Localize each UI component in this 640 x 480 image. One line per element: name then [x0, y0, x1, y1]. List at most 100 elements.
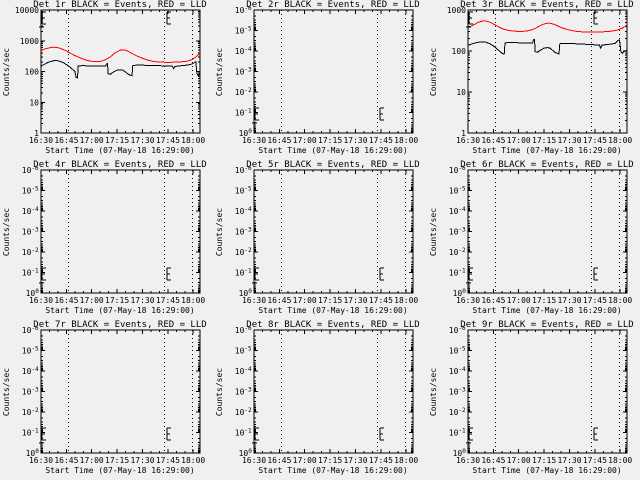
- panel-title: Det 5r BLACK = Events, RED = LLD: [246, 160, 419, 170]
- x-tick-label: 17:00: [293, 136, 317, 145]
- y-tick-label: 10-6: [449, 165, 466, 175]
- offscale-spike-marker: [252, 267, 259, 284]
- plot-frame: [253, 169, 414, 294]
- offscale-spike-marker: [39, 267, 46, 284]
- offscale-spike-marker: [252, 107, 259, 124]
- x-tick-label: 17:45: [583, 456, 607, 465]
- x-tick-label: 16:30: [456, 296, 480, 305]
- y-tick-label: 100: [453, 288, 467, 298]
- y-tick-label: 10-1: [449, 428, 466, 438]
- offscale-spike-marker: [466, 267, 473, 284]
- x-tick-label: 17:45: [156, 296, 180, 305]
- x-tick-label: 17:00: [507, 296, 531, 305]
- x-tick-label: 17:30: [343, 136, 367, 145]
- series-lld: [467, 20, 628, 33]
- x-tick-label: 17:30: [557, 456, 581, 465]
- y-tick-label: 1000: [20, 37, 39, 46]
- plot-det-3r: 16:30 16:45 17:00 17:15 17:30 17:45 18:00 1000 1…: [429, 0, 634, 155]
- x-tick-label: 17:15: [318, 296, 342, 305]
- x-tick-label: 18:00: [608, 296, 632, 305]
- x-tick-label: 17:00: [80, 296, 104, 305]
- y-tick-label: 10-2: [22, 407, 39, 417]
- y-tick-label: 100: [239, 288, 253, 298]
- y-tick-label: 10-6: [235, 325, 252, 335]
- y-tick-label: 100: [239, 128, 253, 138]
- x-tick-label: 16:45: [267, 136, 291, 145]
- panel-det-4r: 16:30 16:45 17:00 17:15 17:30 17:45 18:00 10-6 1…: [0, 160, 214, 320]
- x-axis-label: Start Time (07-May-18 16:29:00): [45, 146, 194, 155]
- x-tick-label: 17:00: [80, 136, 104, 145]
- panel-det-1r: 16:30 16:45 17:00 17:15 17:30 17:45 18:00 10000…: [0, 0, 214, 160]
- panel-det-5r: 16:30 16:45 17:00 17:15 17:30 17:45 18:00 10-6 1…: [213, 160, 427, 320]
- panel-title: Det 3r BLACK = Events, RED = LLD: [460, 0, 633, 10]
- offscale-spike-marker: [166, 11, 171, 25]
- x-tick-label: 18:00: [181, 136, 205, 145]
- x-tick-label: 17:15: [532, 136, 556, 145]
- x-axis-label: Start Time (07-May-18 16:29:00): [472, 146, 621, 155]
- y-tick-label: 10-1: [22, 428, 39, 438]
- y-tick-label: 10-6: [22, 325, 39, 335]
- y-tick-label: 10-5: [235, 186, 252, 196]
- y-tick-label: 10-2: [235, 247, 252, 257]
- x-tick-label: 16:30: [29, 136, 53, 145]
- panel-det-8r: 16:30 16:45 17:00 17:15 17:30 17:45 18:00 10-6 1…: [213, 320, 427, 480]
- y-tick-label: 10-1: [235, 268, 252, 278]
- y-tick-label: 100: [239, 448, 253, 458]
- x-tick-label: 17:45: [583, 136, 607, 145]
- y-tick-label: 10-6: [235, 165, 252, 175]
- y-tick-label: 10-1: [235, 428, 252, 438]
- y-tick-label: 10-3: [235, 387, 252, 397]
- x-tick-label: 17:15: [105, 456, 129, 465]
- x-tick-label: 16:30: [242, 136, 266, 145]
- series-events: [40, 59, 201, 79]
- y-tick-label: 1: [34, 129, 39, 138]
- x-tick-label: 17:45: [369, 136, 393, 145]
- x-tick-label: 17:15: [105, 136, 129, 145]
- y-tick-label: 10-4: [235, 366, 252, 376]
- y-tick-label: 10-4: [449, 366, 466, 376]
- panel-title: Det 4r BLACK = Events, RED = LLD: [33, 160, 206, 170]
- y-axis-label: Counts/sec: [215, 208, 224, 256]
- panel-title: Det 6r BLACK = Events, RED = LLD: [460, 160, 633, 170]
- x-tick-label: 18:00: [394, 296, 418, 305]
- x-axis-label: Start Time (07-May-18 16:29:00): [45, 306, 194, 315]
- panel-title: Det 1r BLACK = Events, RED = LLD: [33, 0, 206, 10]
- panel-det-2r: 16:30 16:45 17:00 17:15 17:30 17:45 18:00 10-6 1…: [213, 0, 427, 160]
- y-tick-label: 10-3: [22, 387, 39, 397]
- y-tick-label: 10: [456, 88, 466, 97]
- plot-frame: [467, 329, 628, 454]
- y-tick-label: 1: [461, 129, 466, 138]
- y-tick-label: 10-5: [235, 346, 252, 356]
- y-axis-label: Counts/sec: [429, 368, 438, 416]
- y-tick-label: 10-6: [449, 325, 466, 335]
- x-tick-label: 18:00: [394, 136, 418, 145]
- y-axis-label: Counts/sec: [429, 48, 438, 96]
- panel-det-3r: 16:30 16:45 17:00 17:15 17:30 17:45 18:00 1000 1…: [427, 0, 640, 160]
- x-tick-label: 17:15: [532, 456, 556, 465]
- x-tick-label: 16:45: [267, 296, 291, 305]
- plot-frame: [253, 9, 414, 134]
- offscale-spike-marker: [593, 267, 598, 281]
- plot-det-6r: 16:30 16:45 17:00 17:15 17:30 17:45 18:00 10-6 1…: [429, 160, 634, 315]
- y-tick-label: 10-3: [449, 387, 466, 397]
- plot-det-5r: 16:30 16:45 17:00 17:15 17:30 17:45 18:00 10-6 1…: [215, 160, 420, 315]
- x-tick-label: 18:00: [608, 456, 632, 465]
- panel-det-6r: 16:30 16:45 17:00 17:15 17:30 17:45 18:00 10-6 1…: [427, 160, 640, 320]
- x-tick-label: 17:45: [156, 456, 180, 465]
- x-tick-label: 17:45: [369, 296, 393, 305]
- x-tick-label: 17:30: [343, 456, 367, 465]
- y-tick-label: 10-5: [235, 26, 252, 36]
- offscale-spike-marker: [379, 107, 384, 121]
- x-tick-label: 18:00: [181, 296, 205, 305]
- x-tick-label: 16:45: [54, 456, 78, 465]
- y-axis-label: Counts/sec: [215, 368, 224, 416]
- y-tick-label: 10: [29, 98, 39, 107]
- y-tick-label: 10-5: [449, 346, 466, 356]
- panel-title: Det 8r BLACK = Events, RED = LLD: [246, 320, 419, 330]
- x-tick-label: 17:45: [369, 456, 393, 465]
- x-tick-label: 17:30: [343, 296, 367, 305]
- y-tick-label: 10-4: [449, 206, 466, 216]
- x-tick-label: 16:45: [481, 456, 505, 465]
- x-axis-label: Start Time (07-May-18 16:29:00): [472, 466, 621, 475]
- series-lld: [40, 46, 201, 63]
